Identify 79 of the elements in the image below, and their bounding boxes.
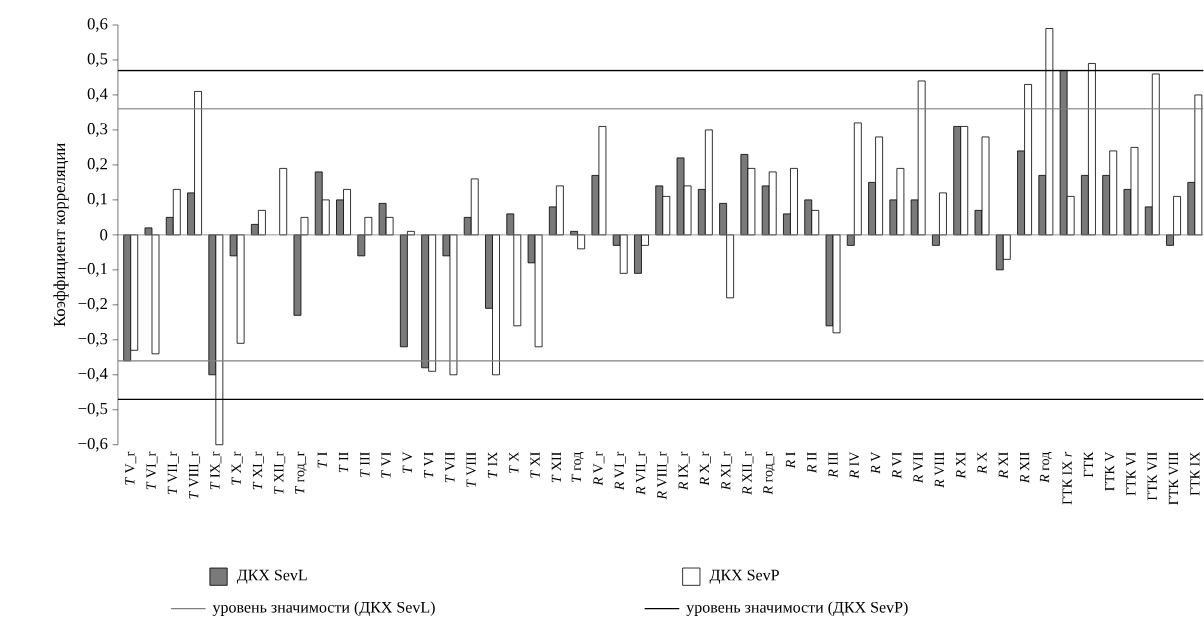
y-tick-label: −0,5: [78, 403, 108, 417]
x-tick-label: T V_r: [125, 451, 137, 485]
x-tick-label: R год: [1039, 452, 1052, 484]
y-tick-label: 0: [100, 229, 108, 241]
y-tick-label: −0,4: [78, 368, 108, 382]
x-tick-label: R VI_r: [614, 451, 626, 491]
x-tick-label: T год: [571, 452, 584, 483]
bar: [577, 234, 586, 250]
x-tick-label: T VI: [423, 452, 434, 478]
x-tick-label: T II: [338, 452, 349, 473]
x-tick-label: R IV: [849, 452, 859, 479]
x-tick-label: T VI_r: [146, 451, 158, 490]
x-tick-label: ГТК VI: [1126, 452, 1136, 496]
legend-label: ДКХ SevP: [709, 569, 779, 584]
x-tick-label: R XI: [956, 452, 966, 479]
x-tick-label: ГТК IX: [1190, 452, 1200, 496]
x-tick-label: R VI: [892, 452, 902, 479]
y-axis-title: Коэффициент корреляции: [53, 143, 69, 327]
legend-label: ДКХ SevL: [236, 569, 307, 584]
bar: [1173, 196, 1181, 236]
x-tick-label: R VIII_r: [657, 451, 669, 500]
x-tick-label: T X_r: [231, 451, 243, 485]
x-tick-label: R V_r: [593, 451, 605, 486]
x-tick-label: T XII_r: [274, 451, 286, 495]
x-tick-label: R VII: [913, 452, 923, 484]
x-tick-label: ГТК VIII: [1168, 452, 1179, 506]
x-tick-label: T IX: [487, 452, 498, 478]
legend-label: уровень значимости (ДКХ SevL): [212, 601, 435, 617]
x-tick-label: R XII: [1020, 452, 1030, 484]
x-tick-label: T XI_r: [252, 451, 264, 490]
x-tick-label: T VIII: [466, 452, 476, 488]
y-tick-label: 0,1: [87, 193, 107, 207]
y-tick-label: 0,6: [87, 18, 108, 32]
x-tick-label: R год_r: [763, 451, 776, 495]
x-tick-label: R I: [785, 452, 796, 469]
y-tick-label: 0,4: [87, 88, 108, 102]
x-tick-label: T VIII_r: [189, 451, 201, 499]
x-tick-label: R IX_r: [678, 451, 690, 491]
x-tick-label: T VI: [381, 452, 391, 478]
x-tick-label: T VII_r: [167, 451, 179, 495]
y-tick-label: −0,1: [78, 263, 107, 277]
bar: [726, 234, 735, 299]
x-tick-label: T XI: [530, 452, 540, 478]
x-tick-label: R VIII: [934, 452, 945, 489]
legend-label: уровень значимости (ДКХ SevP): [686, 601, 908, 617]
y-tick-label: 0,2: [87, 158, 107, 172]
bar: [300, 217, 309, 236]
x-tick-label: ГТК: [1083, 451, 1093, 478]
bar: [279, 168, 288, 236]
x-tick-label: T III: [360, 452, 370, 478]
x-tick-label: ГТК IX r: [1062, 451, 1072, 505]
bar: [939, 192, 947, 236]
x-tick-label: R X: [977, 452, 987, 475]
y-tick-label: −0,2: [78, 298, 107, 312]
x-tick-label: R V: [870, 452, 881, 475]
x-tick-label: R VII_r: [636, 451, 647, 496]
x-tick-label: ГТК V: [1105, 452, 1115, 492]
x-tick-label: T VII: [445, 452, 455, 483]
x-tick-label: T год_r: [295, 451, 307, 494]
x-tick-label: R XI: [998, 452, 1008, 479]
x-tick-label: T X: [509, 452, 519, 474]
bar: [364, 217, 373, 236]
bar: [853, 122, 862, 236]
x-tick-label: R XII_r: [742, 451, 754, 496]
x-tick-label: T IX_r: [210, 451, 222, 490]
y-tick-label: 0,3: [87, 123, 108, 137]
y-tick-label: 0,5: [87, 53, 108, 67]
bar: [151, 234, 160, 355]
bar: [513, 234, 522, 327]
y-tick-label: −0,6: [78, 438, 108, 452]
x-tick-label: T XII: [551, 452, 561, 483]
x-tick-label: R II: [807, 452, 817, 474]
x-tick-label: R XI_r: [721, 451, 733, 491]
x-tick-label: R X_r: [699, 451, 711, 486]
x-tick-label: T V: [402, 452, 413, 474]
y-tick-label: −0,3: [78, 333, 108, 347]
x-tick-label: T I: [317, 452, 327, 468]
x-tick-label: R III: [828, 452, 838, 478]
x-tick-label: ГТК VII: [1147, 452, 1157, 501]
